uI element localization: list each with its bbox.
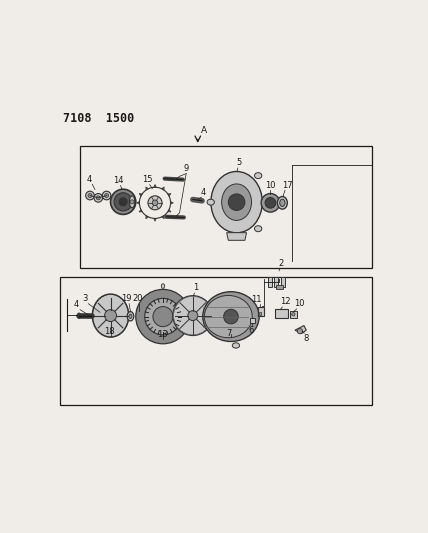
Text: A: A (201, 126, 207, 135)
Bar (268, 278, 272, 287)
Polygon shape (154, 219, 156, 221)
Text: 12: 12 (280, 297, 291, 306)
Polygon shape (168, 209, 171, 212)
Text: 18: 18 (104, 327, 115, 336)
Ellipse shape (77, 313, 81, 318)
Ellipse shape (203, 292, 259, 342)
Ellipse shape (232, 343, 240, 348)
Text: 2: 2 (278, 259, 283, 268)
Circle shape (188, 311, 198, 320)
Text: 14: 14 (113, 175, 124, 184)
Circle shape (119, 198, 127, 206)
Text: 11: 11 (252, 295, 262, 304)
Text: 4: 4 (74, 300, 79, 309)
Ellipse shape (204, 295, 252, 338)
Bar (290, 311, 297, 318)
Circle shape (86, 191, 94, 200)
Text: 13: 13 (157, 330, 167, 340)
Text: 9: 9 (184, 164, 189, 173)
Circle shape (224, 309, 238, 324)
Circle shape (94, 193, 103, 202)
Circle shape (114, 193, 132, 211)
Polygon shape (227, 233, 247, 240)
Circle shape (104, 310, 116, 321)
Circle shape (96, 196, 100, 200)
Text: 15: 15 (142, 175, 152, 183)
Ellipse shape (280, 199, 285, 206)
Text: 6: 6 (249, 326, 254, 335)
Circle shape (173, 296, 213, 335)
Bar (276, 285, 283, 289)
Polygon shape (162, 187, 164, 190)
Text: 3: 3 (82, 294, 88, 303)
Ellipse shape (161, 284, 165, 288)
Bar (274, 278, 278, 287)
Bar (281, 278, 285, 287)
Polygon shape (146, 187, 149, 190)
Text: 7: 7 (226, 329, 232, 338)
Ellipse shape (291, 313, 295, 316)
Circle shape (153, 306, 173, 327)
Bar (259, 307, 264, 316)
Polygon shape (168, 193, 171, 196)
Circle shape (145, 298, 181, 335)
Polygon shape (154, 184, 156, 187)
Polygon shape (295, 326, 306, 334)
Ellipse shape (92, 294, 129, 337)
Polygon shape (146, 215, 149, 219)
Polygon shape (162, 215, 164, 219)
Circle shape (297, 328, 303, 334)
Ellipse shape (129, 196, 135, 208)
Polygon shape (137, 201, 140, 204)
Ellipse shape (222, 184, 252, 221)
Bar (259, 312, 262, 315)
Ellipse shape (207, 199, 214, 205)
Polygon shape (139, 193, 142, 196)
Circle shape (102, 191, 111, 200)
Circle shape (130, 200, 134, 204)
Bar (80, 147, 372, 268)
Ellipse shape (127, 312, 134, 321)
Circle shape (228, 194, 245, 211)
Circle shape (136, 289, 190, 344)
Polygon shape (170, 201, 173, 204)
Text: 4: 4 (87, 175, 92, 183)
Bar (250, 318, 255, 323)
Text: 10: 10 (265, 181, 276, 190)
Circle shape (265, 198, 276, 208)
Bar (60, 278, 372, 405)
Text: 4: 4 (201, 188, 206, 197)
Circle shape (261, 193, 280, 212)
Text: 10: 10 (294, 300, 304, 308)
Text: 1: 1 (193, 284, 199, 293)
Text: 20: 20 (132, 294, 143, 303)
Circle shape (110, 189, 136, 214)
Text: 17: 17 (282, 181, 293, 190)
Circle shape (152, 200, 158, 206)
Ellipse shape (255, 173, 262, 179)
Circle shape (88, 193, 92, 198)
Circle shape (104, 193, 109, 198)
Text: 5: 5 (236, 158, 241, 167)
Text: 8: 8 (303, 334, 308, 343)
Ellipse shape (211, 172, 262, 233)
Bar (275, 309, 288, 318)
Polygon shape (139, 209, 142, 212)
Circle shape (148, 196, 162, 210)
Text: 19: 19 (121, 294, 132, 303)
Text: 7108  1500: 7108 1500 (63, 111, 135, 125)
Ellipse shape (255, 225, 262, 232)
Ellipse shape (129, 314, 132, 318)
Ellipse shape (277, 197, 287, 209)
